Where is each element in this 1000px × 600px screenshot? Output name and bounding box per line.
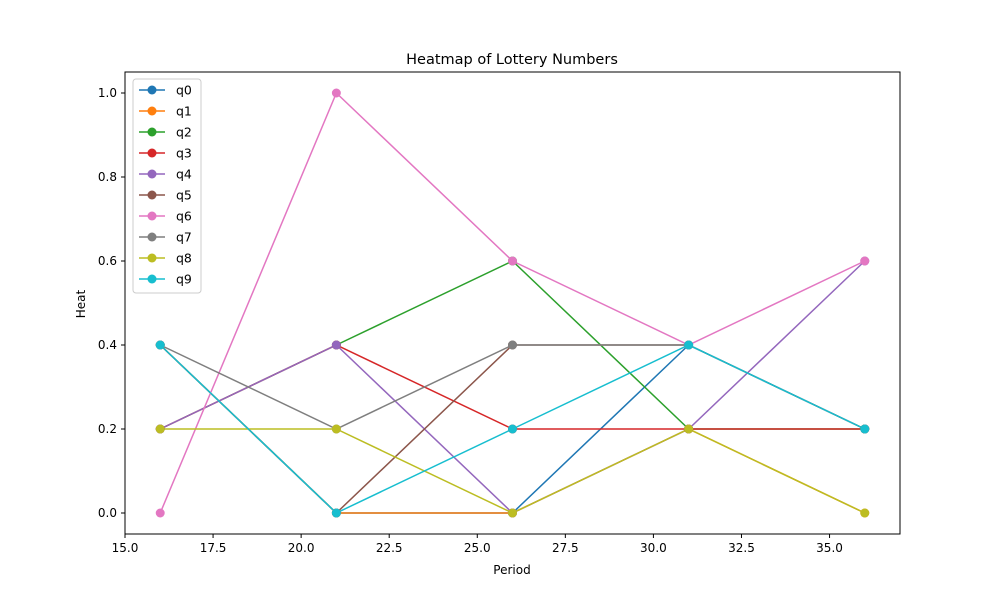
legend: q0 q1 q2 q3 q4 q5 q6 q7 q8 q9 [132, 78, 202, 294]
legend-marker-q9 [147, 274, 157, 284]
axes-frame [124, 71, 901, 535]
legend-label-q8: q8 [176, 251, 192, 266]
legend-marker-q2 [147, 127, 157, 137]
legend-marker-q0 [147, 85, 157, 95]
legend-label-q9: q9 [176, 272, 192, 287]
legend-label-q1: q1 [176, 104, 192, 119]
y-axis-label: Heat [74, 289, 88, 318]
series-line-q7 [159, 344, 866, 430]
x-tick-label: 25.0 [464, 541, 491, 555]
y-tick-label: 0.4 [98, 338, 117, 352]
x-tick-label: 17.5 [200, 541, 227, 555]
data-point-q8-0 [155, 424, 165, 434]
legend-marker-q3 [147, 148, 157, 158]
legend-label-q7: q7 [176, 230, 192, 245]
series-line-q3 [159, 344, 865, 430]
data-point-q8-4 [860, 508, 870, 518]
x-tick-label: 32.5 [728, 541, 755, 555]
legend-marker-q4 [147, 169, 157, 179]
legend-marker-q6 [147, 211, 157, 221]
data-point-q4-1 [331, 340, 341, 350]
data-point-q8-2 [508, 508, 517, 518]
x-axis-label: Period [493, 563, 530, 577]
legend-label-q6: q6 [176, 209, 192, 224]
series-line-q4 [159, 260, 866, 514]
legend-label-q5: q5 [176, 188, 192, 203]
y-tick-label: 0.8 [98, 170, 117, 184]
legend-marker-q1 [147, 106, 157, 116]
data-point-q8-3 [684, 424, 694, 434]
data-point-q9-3 [684, 340, 694, 350]
series-line-q6 [159, 91, 866, 514]
legend-label-q2: q2 [176, 125, 192, 140]
x-tick-label: 35.0 [816, 541, 843, 555]
y-tick-label: 0.2 [98, 422, 117, 436]
data-point-q6-0 [155, 508, 165, 518]
data-point-q8-1 [331, 424, 341, 434]
series-line-q8 [160, 428, 866, 514]
axes: 15.0 17.5 20.0 22.5 25.0 27.5 30.0 32.5 35.0 0.0 0… [98, 71, 901, 555]
y-tick-label: 1.0 [98, 86, 117, 100]
data-point-q6-2 [508, 256, 517, 266]
x-tick-label: 30.0 [640, 541, 667, 555]
x-tick-label: 15.0 [112, 541, 139, 555]
data-point-q9-1 [331, 508, 341, 518]
legend-label-q0: q0 [176, 83, 192, 98]
plot-area [155, 88, 870, 518]
legend-marker-q7 [147, 232, 157, 242]
y-tick-label: 0.0 [98, 506, 117, 520]
data-point-q9-2 [508, 424, 517, 434]
data-point-q6-4 [860, 256, 870, 266]
data-point-q7-2 [508, 340, 517, 350]
legend-marker-q8 [147, 253, 157, 263]
chart-title: Heatmap of Lottery Numbers [406, 52, 618, 68]
x-tick-label: 20.0 [288, 541, 315, 555]
data-point-q9-0 [155, 340, 165, 350]
data-point-q9-4 [860, 424, 870, 434]
y-tick-label: 0.6 [98, 254, 117, 268]
legend-marker-q5 [147, 190, 157, 200]
legend-label-q4: q4 [176, 167, 192, 182]
x-tick-label: 27.5 [552, 541, 579, 555]
x-tick-label: 22.5 [376, 541, 403, 555]
legend-label-q3: q3 [176, 146, 192, 161]
data-point-q6-1 [331, 88, 341, 98]
